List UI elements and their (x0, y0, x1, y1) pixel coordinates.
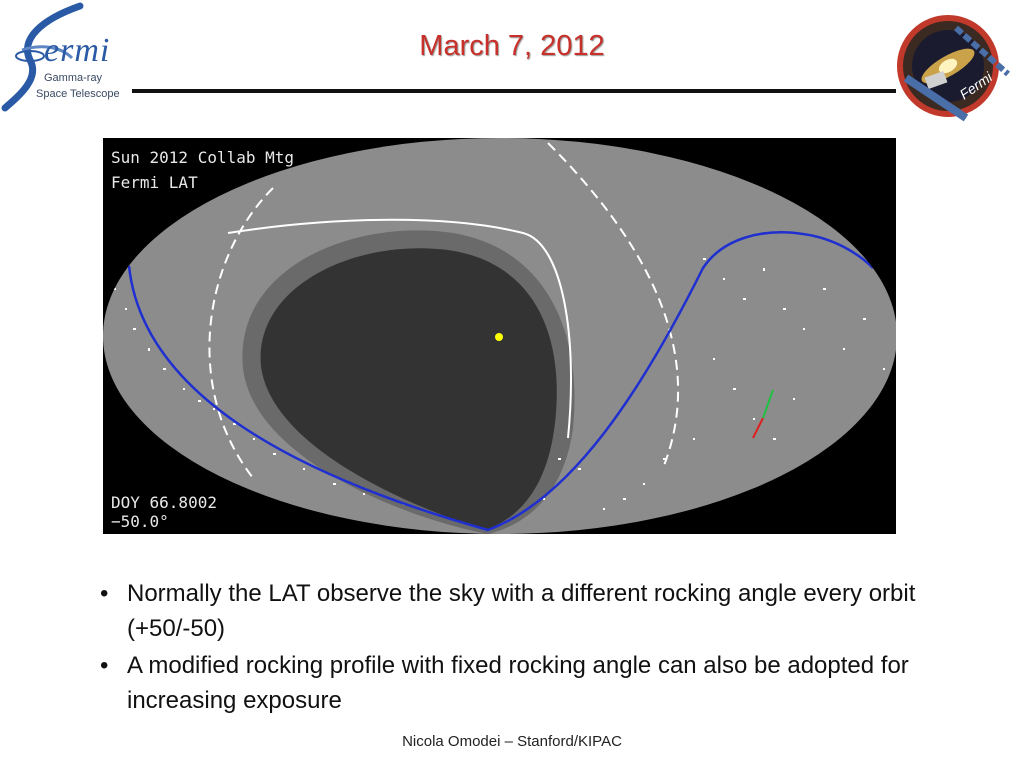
sky-map: Sun 2012 Collab Mtg Fermi LAT DOY 66.800… (103, 138, 897, 534)
bullet-text: A modified rocking profile with fixed ro… (127, 652, 909, 714)
sky-label-title: Sun 2012 Collab Mtg (111, 148, 295, 167)
sky-map-graphic (103, 138, 897, 534)
boundary-arc (227, 218, 572, 439)
bullet-item: • Normally the LAT observe the sky with … (100, 576, 960, 646)
title-divider (132, 89, 896, 93)
logo-subtitle-2: Space Telescope (36, 88, 120, 100)
logo-wordmark: ermi (44, 32, 111, 69)
fermi-mission-patch-icon: Fermi (896, 8, 1016, 128)
bullet-marker: • (100, 652, 109, 679)
dashed-arc-right (547, 142, 680, 469)
bullet-marker: • (100, 580, 109, 607)
red-marker (752, 417, 764, 439)
logo-subtitle-1: Gamma-ray (44, 72, 103, 84)
fermi-logo: ermi Gamma-ray Space Telescope (0, 0, 140, 115)
dark-region (260, 248, 557, 530)
sky-label-instrument: Fermi LAT (111, 173, 198, 192)
dashed-arc-left (208, 187, 274, 479)
pointing-track (127, 231, 874, 532)
slide-title: March 7, 2012 (419, 30, 605, 62)
sun-marker (495, 333, 503, 341)
bullet-text: Normally the LAT observe the sky with a … (127, 580, 916, 642)
fermi-swirl-icon (1, 2, 84, 112)
sky-label-rocking-angle: −50.0° (111, 512, 169, 531)
sky-label-doy: DOY 66.8002 (111, 493, 217, 512)
photon-events (113, 258, 885, 510)
bullet-item: • A modified rocking profile with fixed … (100, 648, 960, 718)
slide-footer: Nicola Omodei – Stanford/KIPAC (402, 733, 622, 750)
green-marker (762, 389, 774, 419)
bullet-list: • Normally the LAT observe the sky with … (100, 576, 960, 720)
